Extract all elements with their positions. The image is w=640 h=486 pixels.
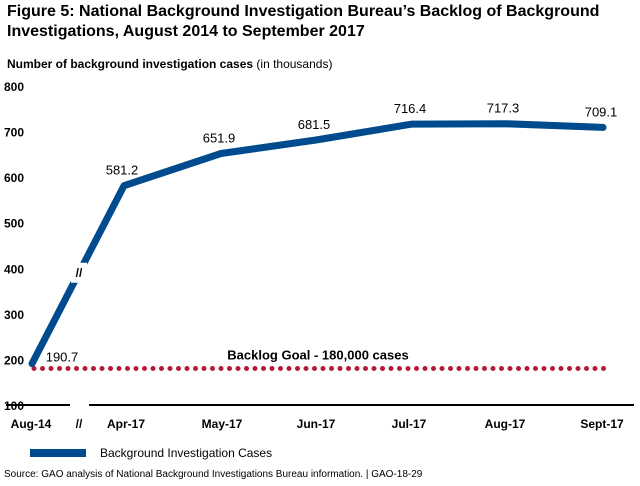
x-tick-label: Jun-17: [297, 417, 336, 431]
data-label: 709.1: [585, 104, 618, 119]
data-point: [31, 362, 33, 365]
data-label: 716.4: [394, 101, 427, 116]
chart-title: Figure 5: National Background Investigat…: [7, 3, 600, 40]
data-point: [315, 139, 317, 142]
data-label: 581.2: [106, 163, 139, 178]
x-tick-label: Jul-17: [392, 417, 427, 431]
series-line-background-investigation-cases: [28, 120, 607, 368]
legend: Background Investigation Cases: [30, 445, 272, 461]
y-tick-label: 600: [4, 171, 24, 185]
y-axis-label-main: Number of background investigation cases: [7, 57, 254, 71]
data-point: [411, 123, 413, 126]
y-tick-label: 800: [4, 80, 24, 94]
y-axis-label: Number of background investigation cases…: [7, 57, 332, 71]
data-point: [504, 122, 506, 125]
y-axis-label-unit: (in thousands): [256, 57, 333, 71]
x-tick-label: May-17: [202, 417, 243, 431]
series-line-break-mark: //: [76, 266, 83, 280]
x-tick-label: Apr-17: [107, 417, 145, 431]
data-label: 190.7: [46, 350, 79, 365]
data-label: 651.9: [203, 130, 236, 145]
data-label: 717.3: [487, 101, 520, 116]
data-label: 681.5: [298, 117, 331, 132]
y-tick-label: 300: [4, 308, 24, 322]
y-tick-label: 400: [4, 262, 24, 276]
legend-swatch: [30, 449, 86, 457]
y-tick-label: 700: [4, 126, 24, 140]
legend-label: Background Investigation Cases: [100, 446, 273, 460]
y-tick-label: 500: [4, 217, 24, 231]
data-point: [123, 184, 125, 187]
series-line-break-gap: [71, 262, 87, 283]
backlog-goal-label: Backlog Goal - 180,000 cases: [227, 348, 408, 363]
x-axis-break-mark: //: [76, 417, 83, 431]
source-note: Source: GAO analysis of National Backgro…: [4, 469, 423, 480]
y-tick-label: 200: [4, 353, 24, 367]
x-tick-label: Aug-14: [11, 417, 52, 431]
x-tick-label: Aug-17: [485, 417, 526, 431]
data-point: [602, 126, 604, 129]
data-point: [220, 152, 222, 155]
x-tick-label: Sept-17: [580, 417, 624, 431]
